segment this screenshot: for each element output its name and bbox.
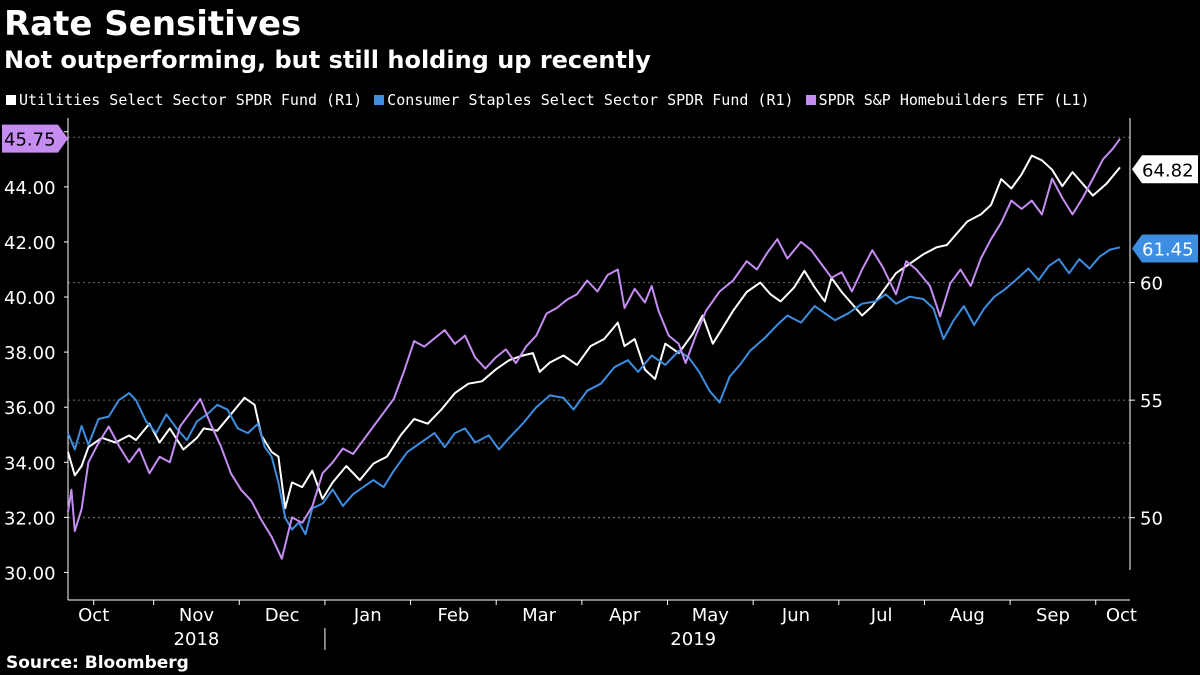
chart-title: Rate Sensitives [4, 4, 302, 44]
x-month-label-9: Jul [870, 605, 893, 626]
source-note: Source: Bloomberg [6, 653, 189, 673]
left-tick-label-4: 38.00 [4, 343, 56, 364]
legend-swatch-staples [374, 95, 385, 105]
x-month-label-11: Sep [1036, 605, 1070, 626]
left-tick-label-3: 36.00 [4, 398, 56, 419]
left-tick-label-6: 42.00 [4, 233, 56, 254]
last-value-flag-utilities [1132, 155, 1198, 184]
x-month-label-1: Nov [179, 605, 214, 626]
x-year-label-1: 2019 [670, 629, 716, 650]
x-month-label-7: May [692, 605, 730, 626]
x-year-label-0: 2018 [174, 629, 220, 650]
last-value-label-utilities: 64.82 [1142, 160, 1194, 181]
series-line-homebuilders [67, 138, 1121, 560]
legend-label-homebuilders: SPDR S&P Homebuilders ETF (L1) [818, 91, 1090, 109]
left-tick-label-1: 32.00 [4, 508, 56, 529]
legend-swatch-homebuilders [805, 95, 816, 105]
last-value-label-staples: 61.45 [1142, 239, 1194, 260]
x-month-label-6: Apr [609, 605, 641, 626]
x-month-label-4: Feb [437, 605, 469, 626]
last-value-label-homebuilders: 45.75 [4, 130, 56, 151]
x-month-label-0: Oct [78, 605, 109, 626]
legend-item-homebuilders[interactable]: SPDR S&P Homebuilders ETF (L1) [805, 91, 1090, 109]
last-value-flag-staples [1132, 234, 1198, 263]
x-month-label-2: Dec [265, 605, 300, 626]
x-month-label-3: Jan [353, 605, 382, 626]
legend-label-staples: Consumer Staples Select Sector SPDR Fund… [387, 91, 794, 109]
left-tick-label-7: 44.00 [4, 178, 56, 199]
series-line-utilities [67, 154, 1121, 510]
left-tick-label-0: 30.00 [4, 563, 56, 584]
x-month-label-12: Oct [1106, 605, 1137, 626]
x-month-label-10: Aug [950, 605, 985, 626]
x-month-label-5: Mar [522, 605, 557, 626]
chart-subtitle: Not outperforming, but still holding up … [4, 46, 651, 74]
legend: Utilities Select Sector SPDR Fund (R1) C… [6, 89, 1102, 111]
legend-item-utilities[interactable]: Utilities Select Sector SPDR Fund (R1) [6, 91, 362, 109]
series-line-staples [67, 246, 1121, 536]
left-tick-label-2: 34.00 [4, 453, 56, 474]
legend-swatch-utilities [6, 95, 16, 105]
right-tick-label-0: 50 [1140, 509, 1163, 530]
right-tick-label-2: 60 [1140, 274, 1163, 295]
right-tick-label-1: 55 [1140, 391, 1163, 412]
legend-item-staples[interactable]: Consumer Staples Select Sector SPDR Fund… [374, 91, 794, 109]
legend-label-utilities: Utilities Select Sector SPDR Fund (R1) [19, 91, 363, 109]
left-tick-label-5: 40.00 [4, 288, 56, 309]
last-value-flag-homebuilders [2, 124, 68, 153]
x-month-label-8: Jun [781, 605, 810, 626]
